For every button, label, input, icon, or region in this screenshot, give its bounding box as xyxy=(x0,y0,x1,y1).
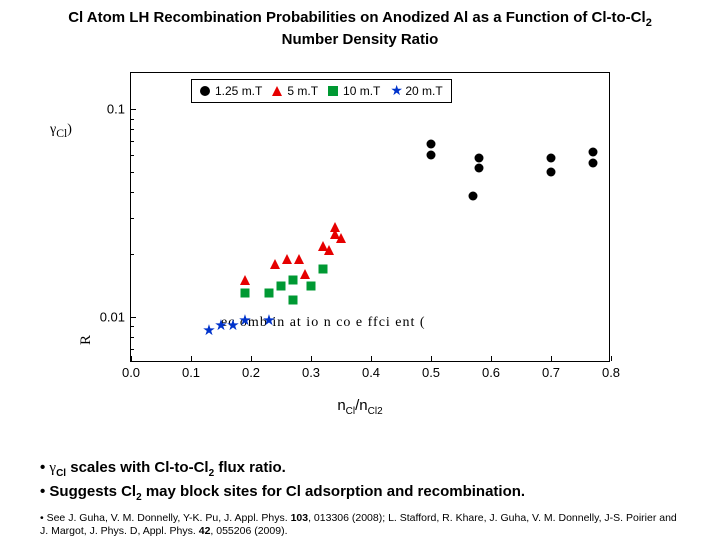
data-point: ★ xyxy=(238,316,251,326)
y-axis-label: γCl) xyxy=(50,122,72,140)
data-point xyxy=(475,164,484,173)
data-point xyxy=(289,296,298,305)
data-point xyxy=(547,154,556,163)
data-point xyxy=(475,154,484,163)
x-axis-label: nCl/nCl2 xyxy=(337,397,382,417)
data-point xyxy=(589,159,598,168)
x-tick: 0.2 xyxy=(242,365,260,380)
bullet-2: • Suggests Cl2 may block sites for Cl ad… xyxy=(40,481,680,505)
star-icon: ★ xyxy=(390,85,402,97)
legend-label: 5 m.T xyxy=(287,84,318,98)
data-point xyxy=(289,276,298,285)
x-tick: 0.4 xyxy=(362,365,380,380)
r-axis-label: R xyxy=(78,335,95,345)
legend-label: 20 m.T xyxy=(405,84,442,98)
data-point xyxy=(547,167,556,176)
x-tick: 0.8 xyxy=(602,365,620,380)
data-point xyxy=(589,148,598,157)
bullet-1: • γCl scales with Cl-to-Cl2 flux ratio. xyxy=(40,457,680,481)
legend-label: 10 m.T xyxy=(343,84,380,98)
data-point xyxy=(241,289,250,298)
square-icon xyxy=(328,86,338,96)
data-point xyxy=(270,259,280,269)
data-point xyxy=(469,192,478,201)
data-point xyxy=(240,275,250,285)
chart-container: γCl) R 1.25 m.T5 m.T10 m.T★20 m.T ec omb… xyxy=(80,62,640,412)
data-point xyxy=(336,233,346,243)
data-point xyxy=(307,282,316,291)
data-point xyxy=(282,254,292,264)
data-point xyxy=(294,254,304,264)
y-tick: 0.1 xyxy=(107,102,125,117)
data-point xyxy=(427,151,436,160)
circle-icon xyxy=(200,86,210,96)
data-point xyxy=(324,245,334,255)
data-point xyxy=(265,289,274,298)
data-point xyxy=(427,140,436,149)
x-tick: 0.1 xyxy=(182,365,200,380)
x-tick: 0.0 xyxy=(122,365,140,380)
x-tick: 0.7 xyxy=(542,365,560,380)
x-tick: 0.6 xyxy=(482,365,500,380)
legend-label: 1.25 m.T xyxy=(215,84,262,98)
data-point xyxy=(319,264,328,273)
data-point xyxy=(277,282,286,291)
plot-area: 1.25 m.T5 m.T10 m.T★20 m.T ec omb in at … xyxy=(130,72,610,362)
data-point xyxy=(300,269,310,279)
bullet-list: • γCl scales with Cl-to-Cl2 flux ratio. … xyxy=(40,457,680,505)
references: • See J. Guha, V. M. Donnelly, Y-K. Pu, … xyxy=(40,512,680,538)
x-tick: 0.5 xyxy=(422,365,440,380)
data-point: ★ xyxy=(262,316,275,326)
page-title: Cl Atom LH Recombination Probabilities o… xyxy=(0,0,720,54)
x-tick: 0.3 xyxy=(302,365,320,380)
legend: 1.25 m.T 5 m.T 10 m.T ★20 m.T xyxy=(191,79,452,103)
triangle-icon xyxy=(272,86,282,96)
y-tick: 0.01 xyxy=(100,309,125,324)
